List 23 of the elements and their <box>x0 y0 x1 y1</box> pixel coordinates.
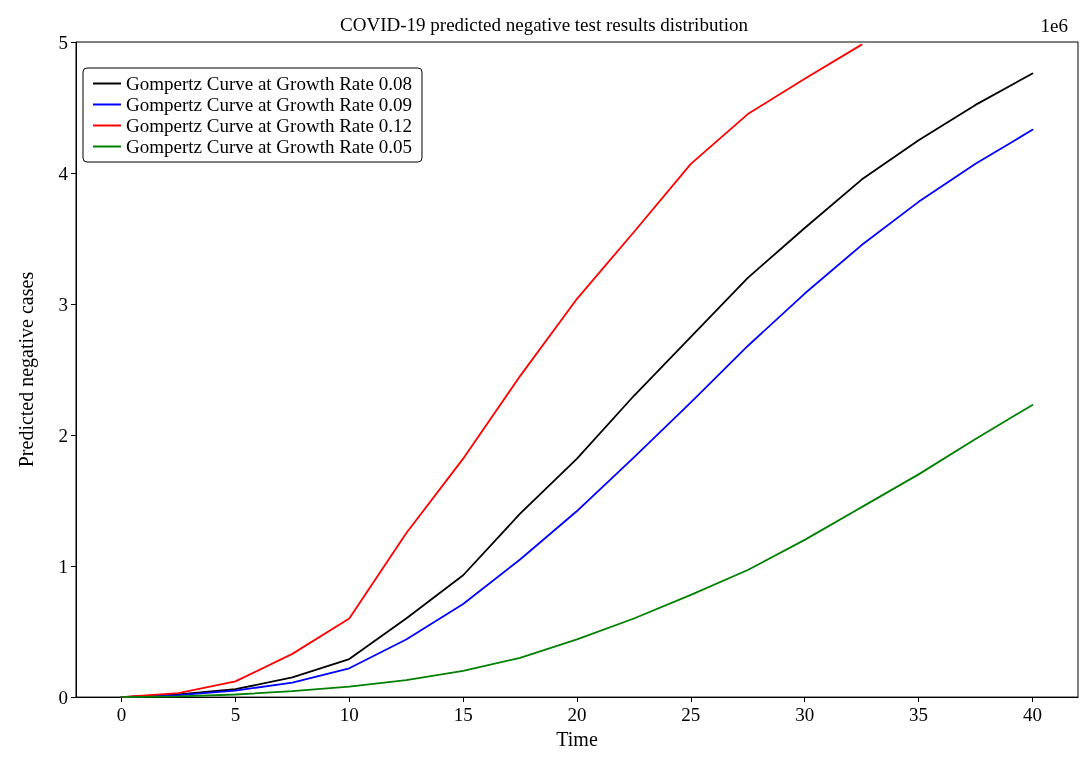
y-tick-label: 2 <box>58 424 68 446</box>
y-tick-label: 0 <box>58 686 68 708</box>
x-tick-label: 15 <box>453 704 473 726</box>
x-tick-label: 10 <box>339 704 359 726</box>
y-tick-label: 3 <box>58 293 68 315</box>
x-tick-label: 0 <box>116 704 127 726</box>
chart-title: COVID-19 predicted negative test results distribution <box>340 14 749 35</box>
y-tick-label: 4 <box>58 162 69 184</box>
x-tick-label: 35 <box>909 704 929 726</box>
x-tick-label: 30 <box>795 704 815 726</box>
x-tick-label: 25 <box>681 704 701 726</box>
x-tick-label: 20 <box>567 704 587 726</box>
legend-label: Gompertz Curve at Growth Rate 0.09 <box>126 94 412 115</box>
legend-label: Gompertz Curve at Growth Rate 0.05 <box>126 136 412 157</box>
x-tick-label: 5 <box>230 704 241 726</box>
x-tick-label: 40 <box>1022 704 1042 726</box>
text: 1e6 <box>1040 15 1068 36</box>
x-axis-title: Time <box>556 728 598 750</box>
y-axis-title: Predicted negative cases <box>15 271 38 468</box>
legend-label: Gompertz Curve at Growth Rate 0.08 <box>126 73 412 94</box>
legend-label: Gompertz Curve at Growth Rate 0.12 <box>126 115 412 136</box>
y-tick-label: 1 <box>58 555 68 577</box>
y-tick-label: 5 <box>58 31 68 53</box>
